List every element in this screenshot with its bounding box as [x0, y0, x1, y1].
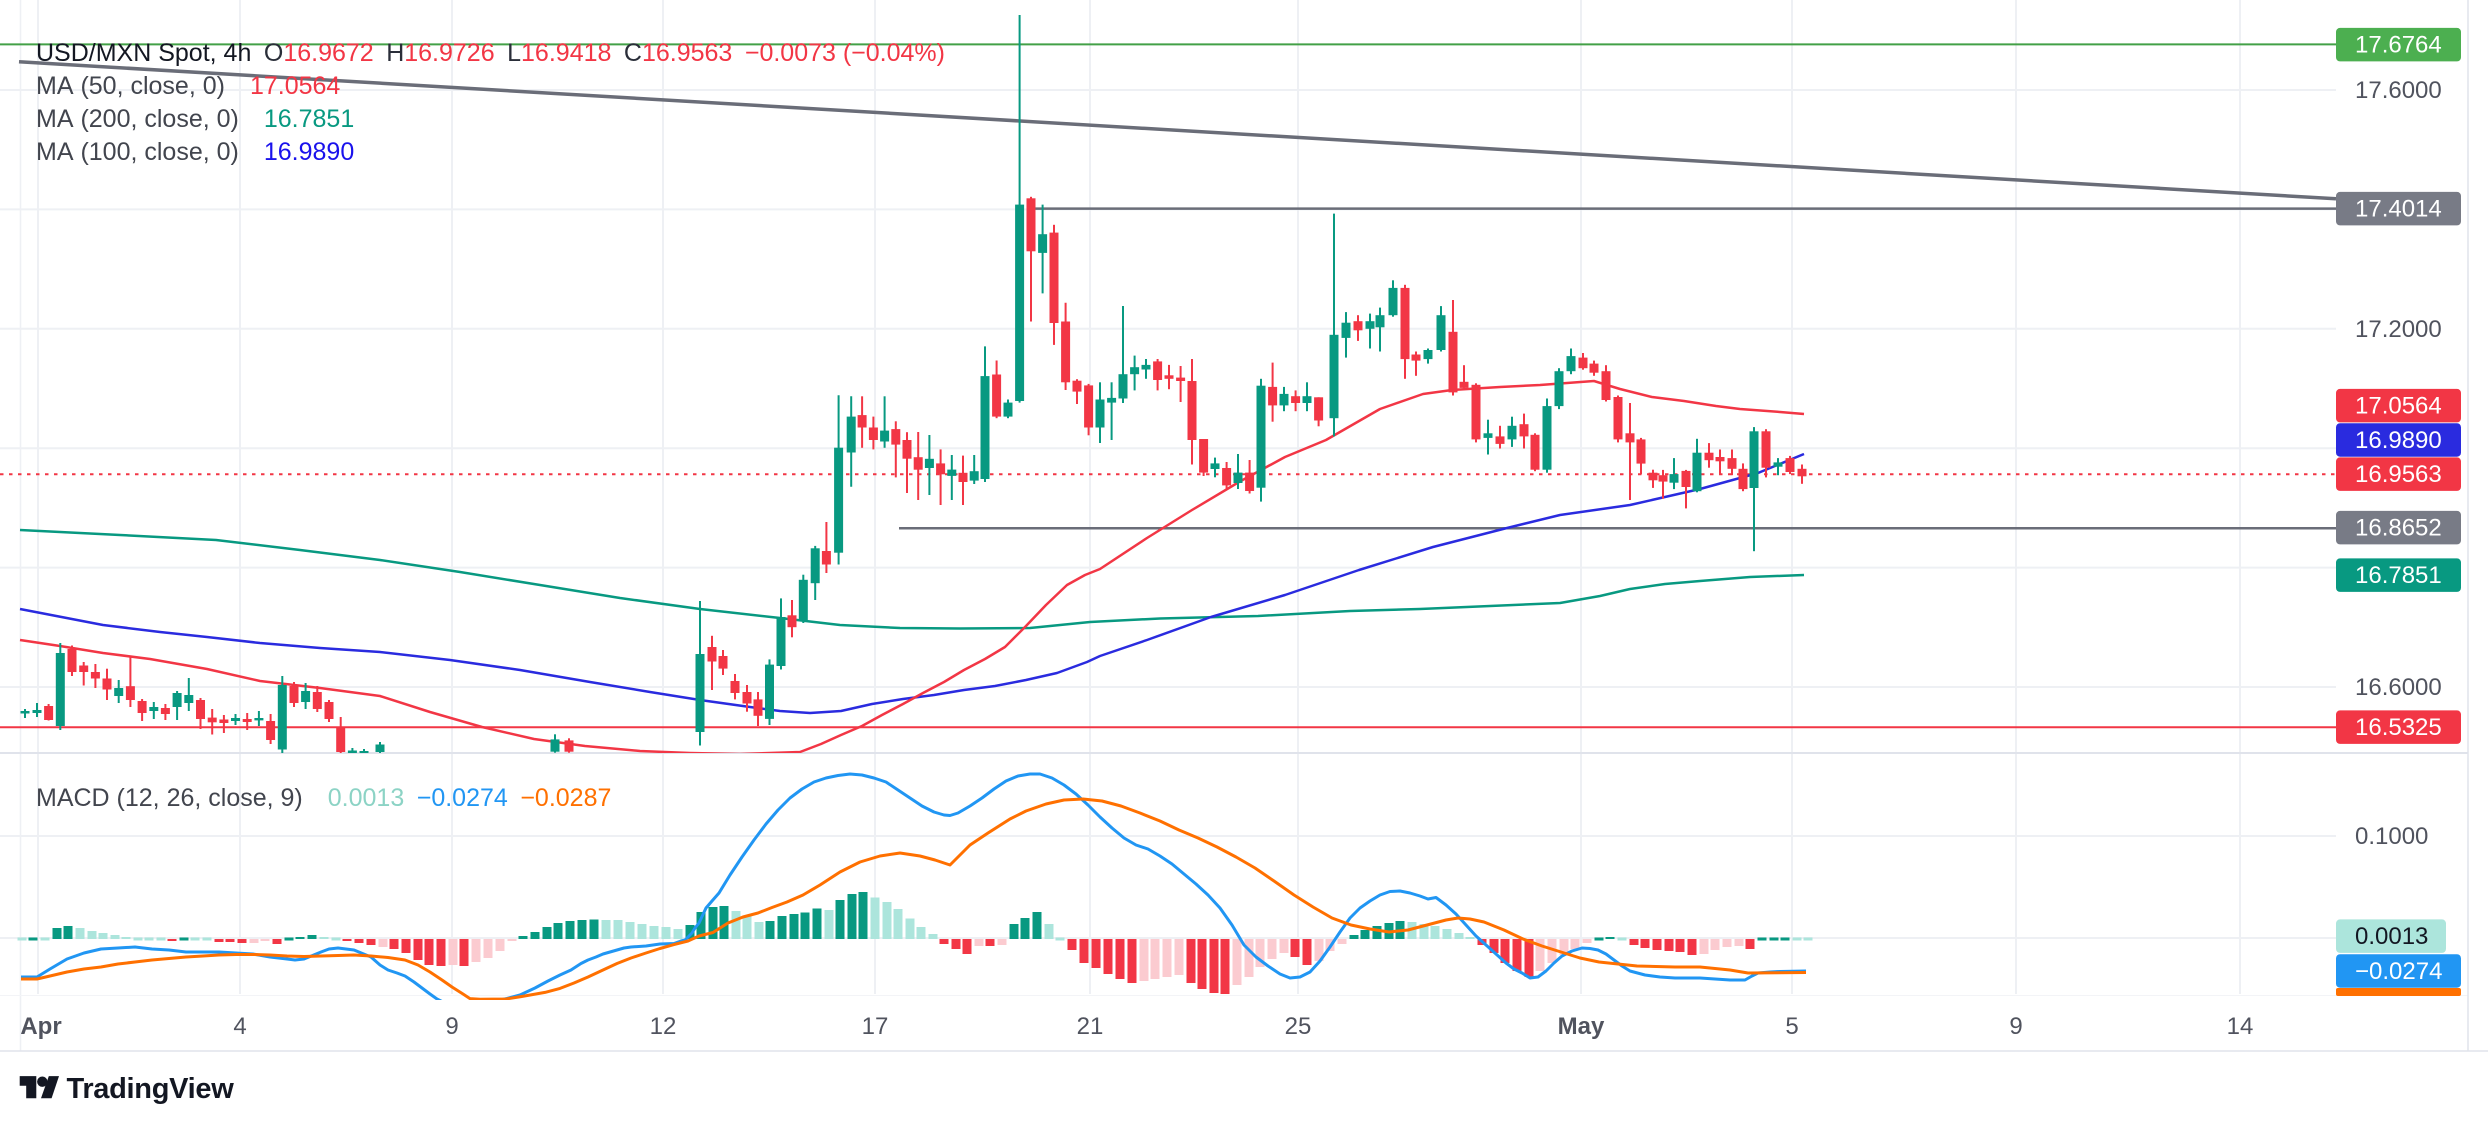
svg-text:0.1000: 0.1000	[2355, 823, 2428, 850]
svg-text:−0.0274: −0.0274	[2355, 958, 2442, 985]
svg-text:16.5325: 16.5325	[2355, 714, 2442, 741]
svg-text:TradingView: TradingView	[67, 1073, 235, 1105]
svg-text:17.4014: 17.4014	[2355, 196, 2442, 223]
svg-text:USD/MXN Spot, 4h O16.9672 H16.: USD/MXN Spot, 4h O16.9672 H16.9726 L16.9…	[36, 39, 945, 67]
svg-text:14: 14	[2227, 1013, 2254, 1040]
svg-text:17.6764: 17.6764	[2355, 32, 2442, 59]
svg-text:16.6000: 16.6000	[2355, 674, 2442, 701]
svg-text:Apr: Apr	[20, 1013, 61, 1040]
svg-text:17.2000: 17.2000	[2355, 316, 2442, 343]
svg-text:17.0564: 17.0564	[2355, 393, 2442, 420]
svg-text:16.9563: 16.9563	[2355, 461, 2442, 488]
svg-text:MA (200, close, 0) 16.7851: MA (200, close, 0) 16.7851	[36, 105, 354, 133]
svg-text:9: 9	[2009, 1013, 2022, 1040]
svg-text:4: 4	[233, 1013, 246, 1040]
svg-text:MA (50, close, 0) 17.0564: MA (50, close, 0) 17.0564	[36, 72, 340, 100]
svg-text:17: 17	[862, 1013, 889, 1040]
svg-text:16.9890: 16.9890	[2355, 427, 2442, 454]
svg-text:12: 12	[650, 1013, 677, 1040]
svg-text:25: 25	[1285, 1013, 1312, 1040]
svg-text:5: 5	[1785, 1013, 1798, 1040]
svg-text:0.0013: 0.0013	[2355, 923, 2428, 950]
svg-text:9: 9	[445, 1013, 458, 1040]
svg-text:21: 21	[1077, 1013, 1104, 1040]
svg-text:May: May	[1558, 1013, 1605, 1040]
svg-text:16.7851: 16.7851	[2355, 562, 2442, 589]
svg-text:MACD (12, 26, close, 9) 0.001: MACD (12, 26, close, 9) 0.0013 −0.0274 −…	[36, 784, 611, 812]
svg-text:17.6000: 17.6000	[2355, 77, 2442, 104]
svg-text:16.8652: 16.8652	[2355, 515, 2442, 542]
svg-text:MA (100, close, 0) 16.9890: MA (100, close, 0) 16.9890	[36, 138, 354, 166]
